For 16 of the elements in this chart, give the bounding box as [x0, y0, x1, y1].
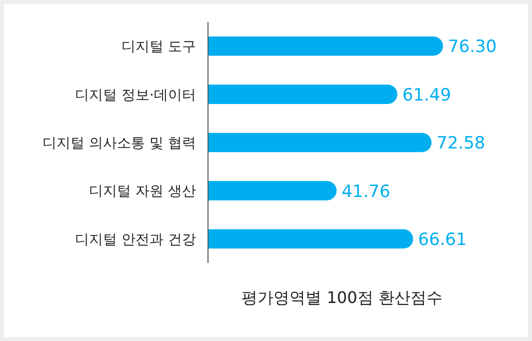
data-label: 72.58 [436, 134, 486, 154]
y-tick-label: 디지털 자원 생산 [89, 184, 196, 200]
y-tick-label: 디지털 정보·데이터 [75, 87, 196, 104]
data-label: 76.30 [448, 37, 497, 58]
bar [208, 132, 432, 152]
y-tick-label: 디지털 의사소통 및 협력 [42, 136, 196, 152]
bar [208, 84, 398, 104]
y-tick-label: 디지털 안전과 건강 [75, 232, 196, 248]
bar [208, 181, 337, 200]
bar [208, 36, 443, 56]
data-label: 41.76 [342, 182, 390, 202]
x-axis-title: 평가영역별 100점 환산점수 [242, 288, 442, 307]
bar [208, 229, 414, 249]
data-label: 66.61 [418, 230, 467, 250]
data-label: 61.49 [402, 85, 452, 106]
y-tick-label: 디지털 도구 [122, 39, 196, 56]
